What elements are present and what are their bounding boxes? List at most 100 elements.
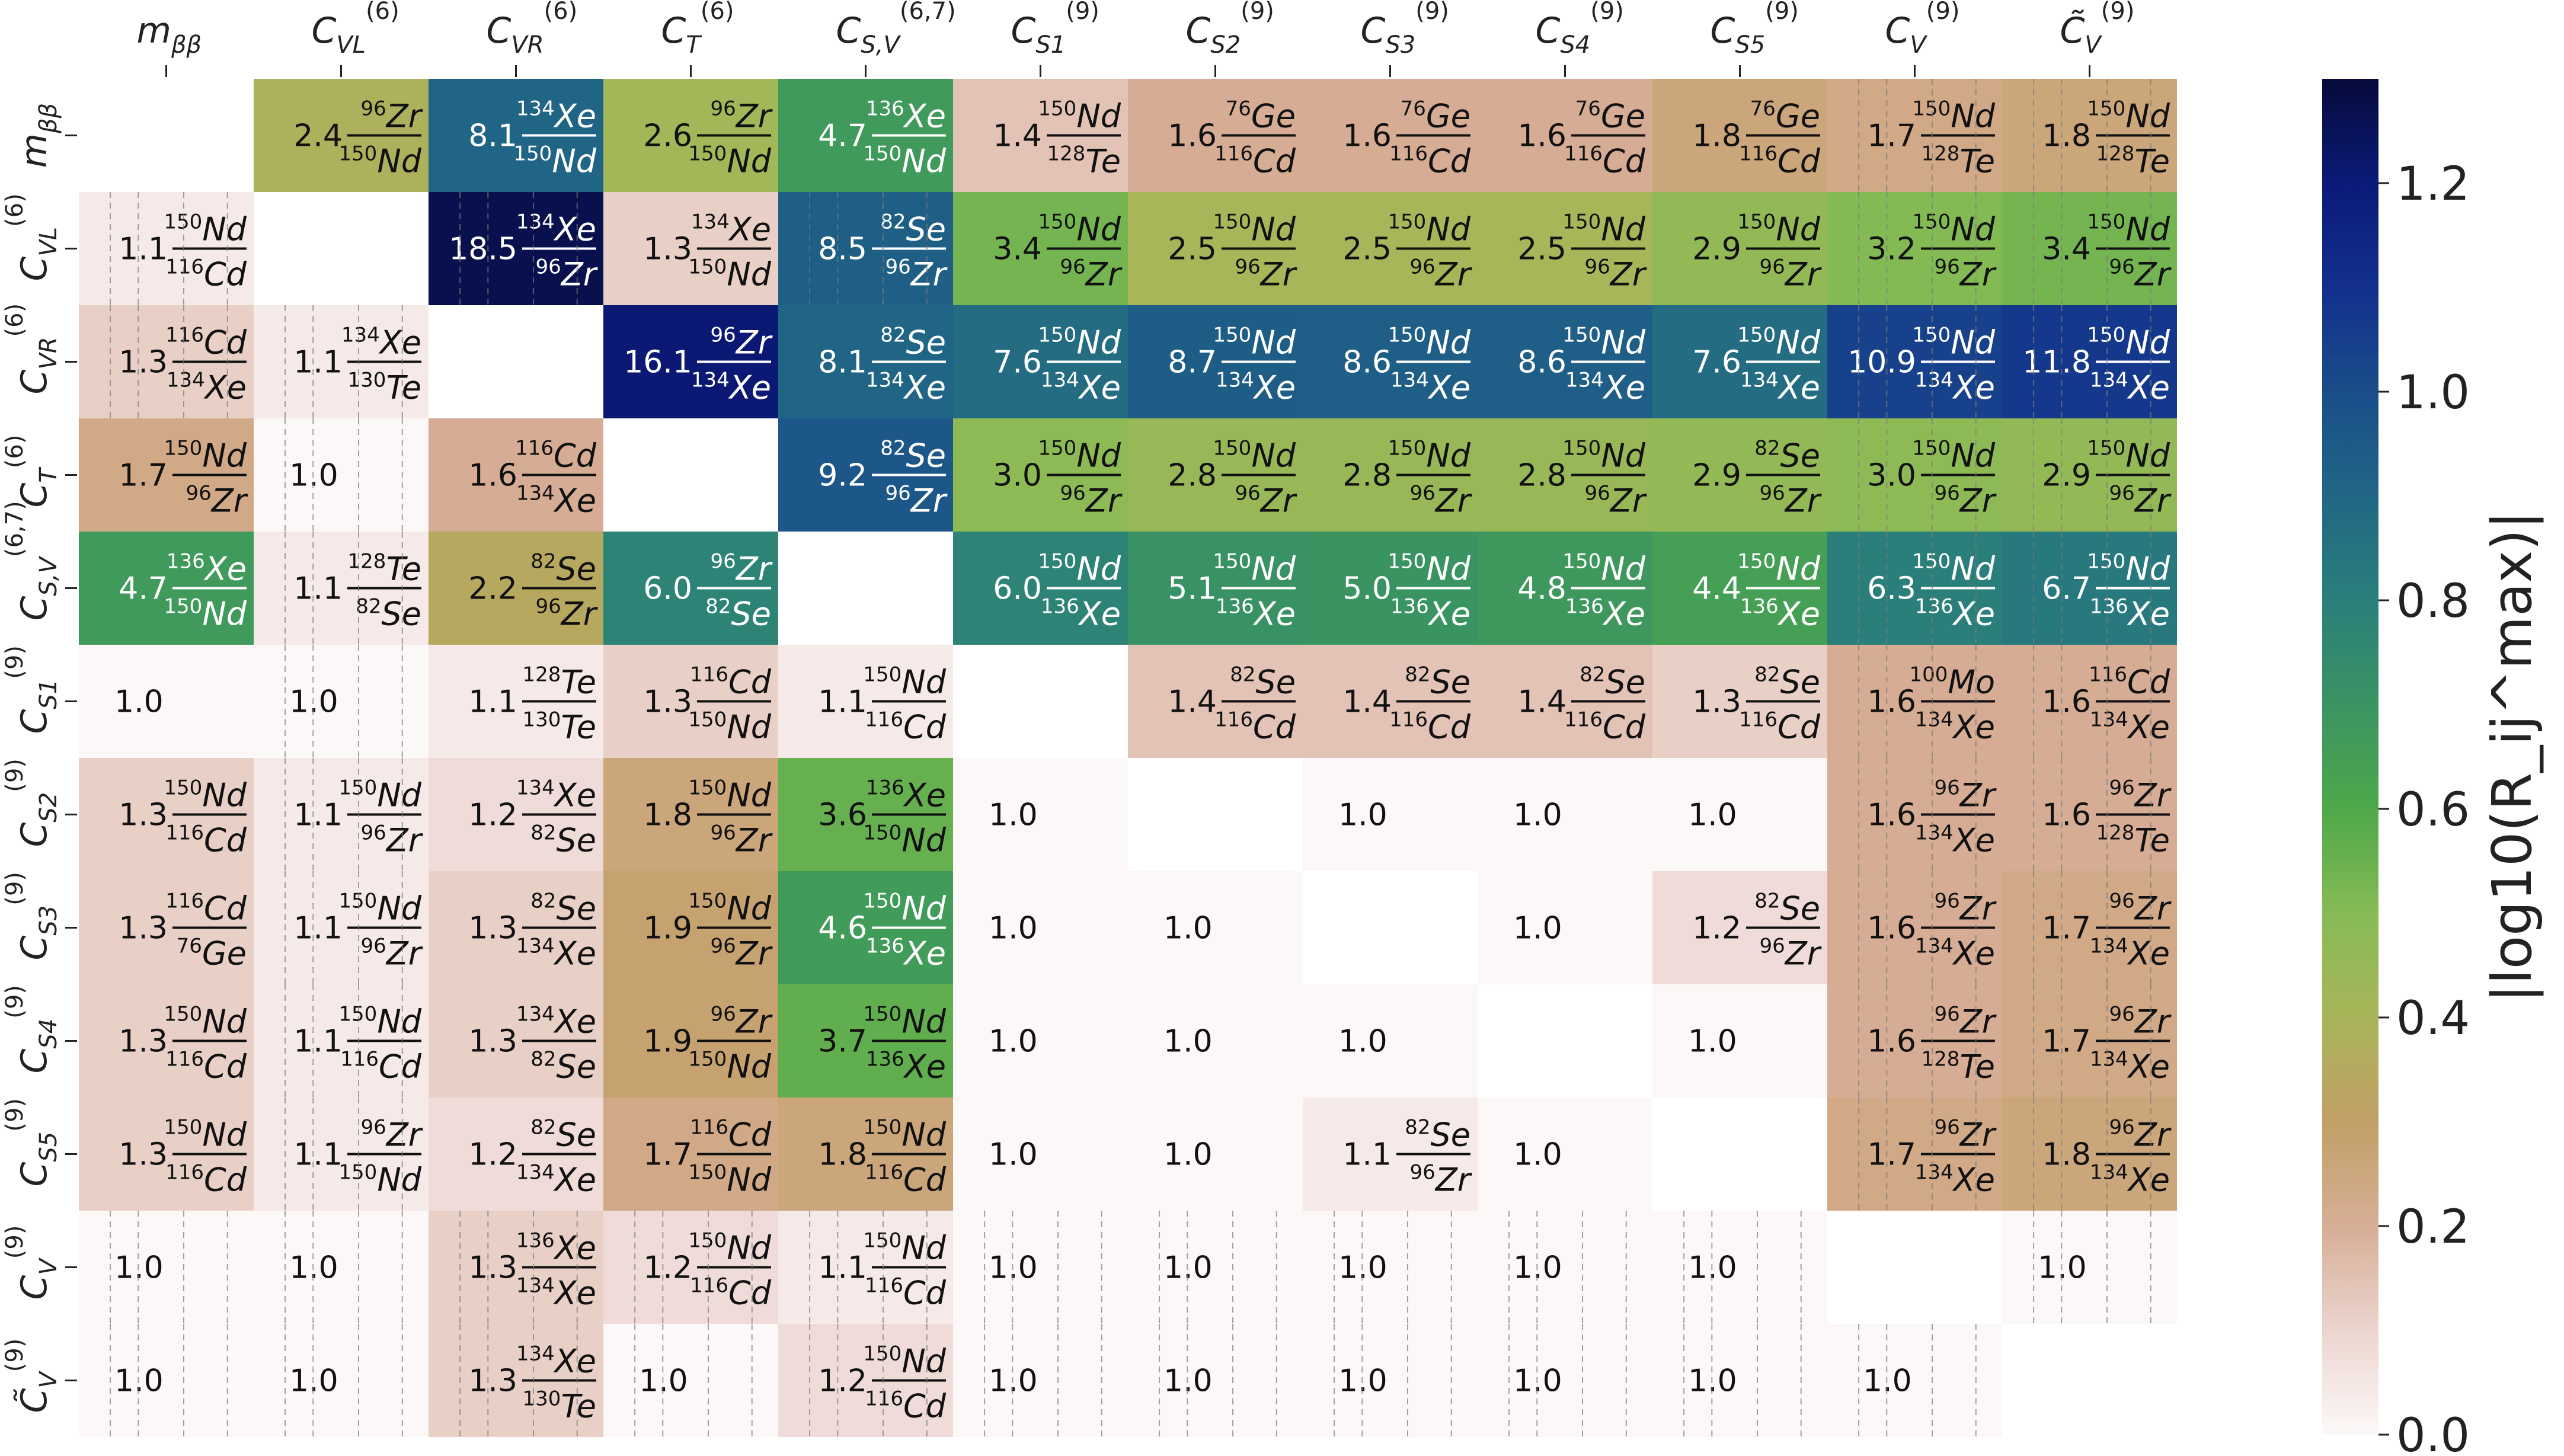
cell-fill [953,1097,1128,1211]
heatmap-cell: 1.0 [1128,984,1303,1097]
numerator-isotope: 136Xe [866,97,946,135]
cell-value: 1.6 [1867,684,1916,720]
cell-fill [1128,1324,1303,1437]
heatmap-cell: 1.0 [1303,1211,1478,1324]
ratio-fraction: 96Zr 150Nd [338,97,423,180]
cell-fill [1303,1324,1478,1437]
heatmap-cell: 1.0 [1652,758,1827,871]
heatmap-cell: 1.0 [953,984,1128,1097]
denominator-isotope: 134Xe [516,482,596,520]
cell-value: 1.0 [1688,798,1737,833]
denominator-isotope: 134Xe [1740,369,1820,407]
cell-fill [254,1324,429,1437]
denominator-isotope: 116Cd [1564,708,1646,746]
numerator-isotope: 96Zr [2109,889,2172,927]
denominator-isotope: 150Nd [688,1048,771,1086]
denominator-isotope: 150Nd [863,142,946,180]
denominator-isotope: 150Nd [513,142,596,180]
cell-value: 1.1 [293,345,343,380]
heatmap-cell: 1.0 [1652,984,1827,1097]
cell-value: 1.3 [119,1137,168,1173]
denominator-isotope: 96Zr [1585,255,1647,293]
denominator-isotope: 134Xe [2090,1048,2170,1086]
cell-value: 1.0 [989,911,1038,946]
cell-value: 3.6 [818,798,867,833]
numerator-isotope: 150Nd [338,889,421,927]
numerator-isotope: 116Cd [690,1116,772,1154]
x-tick-label: CV(9) [1885,0,1960,59]
denominator-isotope: 134Xe [167,369,247,407]
numerator-isotope: 150Nd [1038,550,1121,588]
denominator-isotope: 134Xe [516,1161,596,1199]
numerator-isotope: 82Se [1754,663,1820,701]
denominator-isotope: 96Zr [1585,482,1647,520]
cell-fill [79,645,254,758]
ratio-fraction: 150Nd 96Zr [1562,437,1647,520]
numerator-isotope: 150Nd [863,1229,946,1267]
cell-value: 1.8 [2042,1137,2091,1173]
cell-fill [1478,758,1652,871]
cell-fill [1827,1211,2002,1324]
denominator-isotope: 116Cd [690,1274,772,1312]
ratio-fraction: 150Nd 136Xe [1387,550,1470,633]
heatmap-cell [1827,1211,2002,1324]
ratio-fraction: 82Se 96Zr [1746,889,1822,972]
denominator-isotope: 150Nd [688,142,771,180]
cell-value: 1.3 [119,798,168,833]
denominator-isotope: 134Xe [2090,369,2170,407]
cell-fill [1303,871,1478,984]
ratio-fraction: 150Nd 136Xe [863,1003,946,1086]
heatmap-cell: 1.0 [1652,1324,1827,1437]
heatmap-cell: 1.0 [603,1324,778,1437]
cell-fill [1652,1324,1827,1437]
cell-value: 1.0 [1513,1137,1562,1173]
cell-value: 9.2 [818,458,867,494]
numerator-isotope: 150Nd [863,1116,946,1154]
cell-value: 1.0 [1338,798,1387,833]
cell-value: 1.0 [989,798,1038,833]
numerator-isotope: 150Nd [2087,210,2170,248]
denominator-isotope: 116Cd [165,255,247,293]
ratio-fraction: 82Se 116Cd [1564,663,1646,746]
numerator-isotope: 116Cd [2089,663,2170,701]
denominator-isotope: 96Zr [1410,255,1472,293]
denominator-isotope: 130Te [523,708,596,746]
numerator-isotope: 150Nd [1737,210,1820,248]
heatmap-cell: 1.0 [953,758,1128,871]
numerator-isotope: 150Nd [1912,324,1995,361]
numerator-isotope: 150Nd [863,1342,946,1380]
heatmap-cell: 1.0 [953,1324,1128,1437]
heatmap-cell: 1.6 96Zr 134Xe [1827,758,2002,871]
cell-value: 1.0 [1863,1364,1912,1399]
denominator-isotope: 96Zr [1410,482,1472,520]
denominator-isotope: 136Xe [1390,595,1470,633]
cell-value: 1.6 [1517,119,1566,154]
ratio-fraction: 82Se 134Xe [516,1116,596,1199]
ratio-fraction: 100Mo 134Xe [1909,663,1995,746]
ratio-fraction: 150Nd 136Xe [1562,550,1645,633]
heatmap-cell: 1.8 96Zr 134Xe [2002,1097,2177,1211]
denominator-isotope: 150Nd [688,1161,771,1199]
cell-value: 1.6 [2042,684,2091,720]
denominator-isotope: 128Te [2096,142,2170,180]
cell-value: 4.4 [1692,571,1741,607]
y-tick-label: CS2(9) [1,759,62,847]
numerator-isotope: 150Nd [1213,437,1296,475]
cell-value: 1.3 [119,345,168,380]
cell-fill [1652,758,1827,871]
cell-value: 1.6 [1867,798,1916,833]
y-tick-label: CVR(6) [1,303,62,395]
